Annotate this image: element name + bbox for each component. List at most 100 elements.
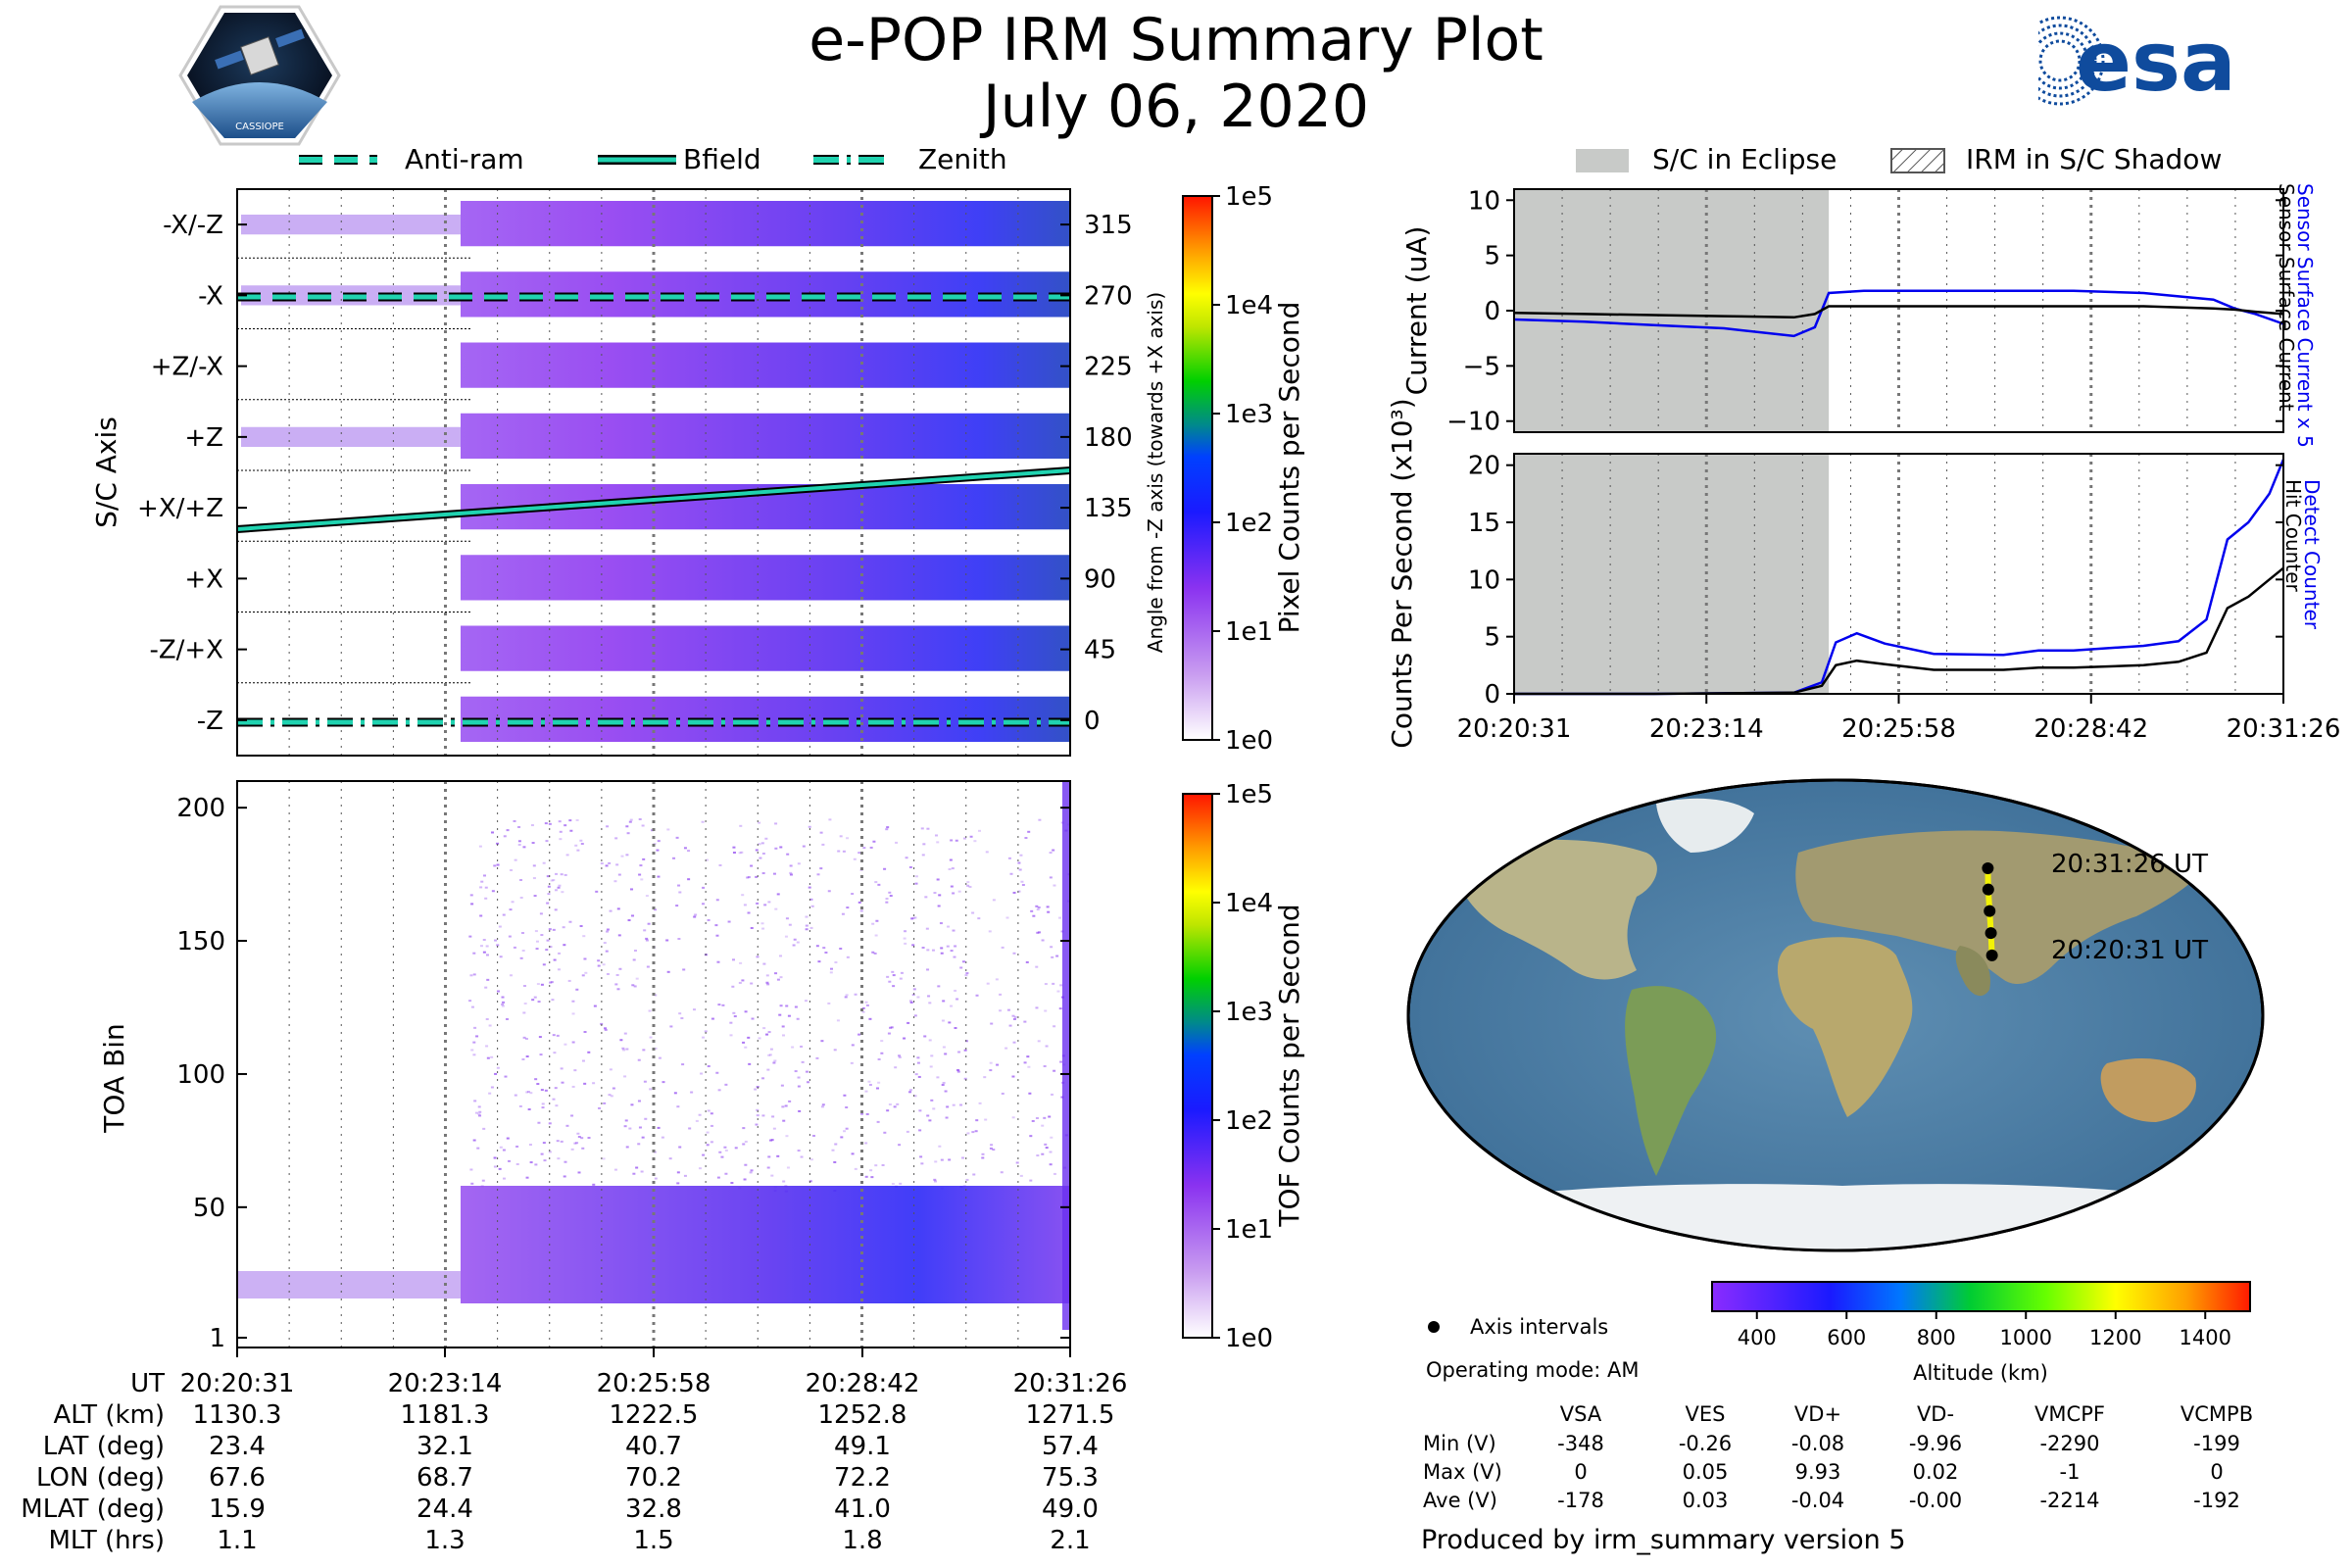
plot-title: e-POP IRM Summary Plot xyxy=(808,6,1544,74)
current-ytick: −5 xyxy=(1463,352,1500,381)
ephemeris-table: UT 20:20:31 20:23:14 20:25:58 20:28:42 20:31:… xyxy=(21,1348,1127,1555)
counts-ytick: 10 xyxy=(1468,565,1500,595)
orbit-end-label: 20:31:26 UT xyxy=(2051,850,2208,879)
ephemeris-cell: 20:28:42 xyxy=(806,1369,920,1398)
tof-colorbar-tick: 1e2 xyxy=(1225,1106,1273,1136)
orbit-track xyxy=(1982,861,1998,961)
toa-ytick: 150 xyxy=(176,927,225,956)
pixel-colorbar: 1e0 1e1 1e2 1e3 1e4 1e5 Pixel Counts per Seco… xyxy=(1182,182,1305,756)
ephemeris-row-label: MLT (hrs) xyxy=(49,1526,166,1555)
pixel-colorbar-tick: 1e1 xyxy=(1225,617,1273,647)
counts-ytick: 15 xyxy=(1468,509,1500,538)
toa-dense-band xyxy=(461,1186,1070,1303)
voltage-row-label: Ave (V) xyxy=(1423,1489,1497,1512)
altitude-tick: 400 xyxy=(1738,1326,1777,1349)
ephemeris-cell: 32.1 xyxy=(416,1432,473,1461)
voltage-header: VES xyxy=(1686,1402,1726,1426)
counts-eclipse-shading xyxy=(1514,454,1830,694)
voltage-cell: -2290 xyxy=(2039,1432,2099,1455)
produced-by: Produced by irm_summary version 5 xyxy=(1421,1525,1906,1555)
time-tick: 20:28:42 xyxy=(2034,714,2148,744)
ephemeris-cell: 68.7 xyxy=(416,1463,473,1493)
spectrogram-axis-label: +X xyxy=(184,564,223,594)
spectrogram-angle-tick: 0 xyxy=(1084,707,1101,736)
altitude-tick: 600 xyxy=(1827,1326,1866,1349)
spectrogram-angle-tick: 270 xyxy=(1084,281,1133,311)
current-ytick: 10 xyxy=(1468,186,1500,216)
ephemeris-cell: 40.7 xyxy=(625,1432,682,1461)
ephemeris-cell: 49.1 xyxy=(834,1432,891,1461)
voltage-cell: 0 xyxy=(1574,1460,1587,1484)
voltage-cell: 9.93 xyxy=(1795,1460,1841,1484)
spectrogram-band xyxy=(461,555,1070,601)
ephemeris-cell: 49.0 xyxy=(1042,1494,1099,1524)
spectrogram-band xyxy=(461,413,1070,459)
toa-ytick: 1 xyxy=(209,1324,225,1353)
ephemeris-cell: 20:23:14 xyxy=(388,1369,503,1398)
legend-eclipse-label: S/C in Eclipse xyxy=(1652,143,1837,175)
voltage-cell: -0.26 xyxy=(1679,1432,1732,1455)
altitude-tick: 1000 xyxy=(2000,1326,2052,1349)
legend-anti-ram-label: Anti-ram xyxy=(405,143,524,175)
spectrogram-angle-tick: 90 xyxy=(1084,564,1116,594)
operating-mode: Operating mode: AM xyxy=(1426,1358,1639,1382)
ephemeris-row-label: ALT (km) xyxy=(53,1400,165,1430)
toa-ytick: 200 xyxy=(176,794,225,823)
spectrogram-angle-tick: 180 xyxy=(1084,423,1133,453)
detect-counter-series xyxy=(1514,459,2285,696)
tof-colorbar-label: TOF Counts per Second xyxy=(1273,904,1305,1227)
orbit-point xyxy=(1984,927,1997,940)
voltage-header: VMCPF xyxy=(2034,1402,2105,1426)
pixel-colorbar-tick: 1e5 xyxy=(1225,182,1273,212)
voltage-cell: -9.96 xyxy=(1909,1432,1962,1455)
ephemeris-cell: 32.8 xyxy=(625,1494,682,1524)
ephemeris-cell: 24.4 xyxy=(416,1494,473,1524)
ephemeris-cell: 75.3 xyxy=(1042,1463,1099,1493)
legend-eclipse-swatch xyxy=(1576,149,1629,172)
ephemeris-cell: 1271.5 xyxy=(1026,1400,1115,1430)
orbit-start-label: 20:20:31 UT xyxy=(2051,936,2208,965)
ephemeris-cell: 67.6 xyxy=(209,1463,266,1493)
spectrogram-axis-label: -Z xyxy=(197,707,223,736)
tof-colorbar-tick: 1e4 xyxy=(1225,889,1273,918)
voltage-cell: -0.04 xyxy=(1791,1489,1844,1512)
current-ylabel: Current (uA) xyxy=(1400,226,1433,396)
pixel-colorbar-tick: 1e3 xyxy=(1225,400,1273,429)
spectrogram-axis-label: -X xyxy=(198,281,223,311)
altitude-label: Altitude (km) xyxy=(1913,1361,2048,1385)
voltage-cell: -2214 xyxy=(2039,1489,2099,1512)
eurasia xyxy=(1795,830,2205,985)
ephemeris-cell: 20:20:31 xyxy=(180,1369,295,1398)
india xyxy=(1955,946,1990,997)
legend-shadow-swatch xyxy=(1890,148,1945,173)
ephemeris-row-label: MLAT (deg) xyxy=(21,1494,165,1524)
spectrogram-panel: -X/-Z 315 -X 270 +Z/-X 225 +Z 180 +X/+Z 135 +X 90 -Z… xyxy=(90,188,1167,757)
ephemeris-row-label: LON (deg) xyxy=(36,1463,165,1493)
tof-colorbar-tick: 1e3 xyxy=(1225,998,1273,1027)
axis-intervals-label: Axis intervals xyxy=(1470,1315,1608,1339)
spectrogram-y2label: Angle from -Z axis (towards +X axis) xyxy=(1144,292,1167,653)
altitude-colorbar: 400 600 800 1000 1200 1400 Altitude (km) xyxy=(1711,1281,2251,1385)
voltage-cell: -178 xyxy=(1557,1489,1604,1512)
time-tick: 20:31:26 xyxy=(2227,714,2341,744)
voltage-cell: -0.00 xyxy=(1909,1489,1962,1512)
spectrogram-angle-tick: 315 xyxy=(1084,211,1133,240)
tof-colorbar: 1e0 1e1 1e2 1e3 1e4 1e5 TOF Counts per Second xyxy=(1182,780,1305,1353)
ephemeris-cell: 20:31:26 xyxy=(1013,1369,1128,1398)
ephemeris-cell: 1.1 xyxy=(217,1526,257,1555)
voltage-cell: -0.08 xyxy=(1791,1432,1844,1455)
ephemeris-cell: 1181.3 xyxy=(401,1400,490,1430)
tof-colorbar-tick: 1e5 xyxy=(1225,780,1273,809)
altitude-tick: 800 xyxy=(1917,1326,1956,1349)
voltage-header: VD+ xyxy=(1794,1402,1841,1426)
voltage-header: VCMPB xyxy=(2180,1402,2253,1426)
counts-ytick: 0 xyxy=(1484,680,1500,710)
voltage-row-label: Min (V) xyxy=(1423,1432,1496,1455)
orbit-point xyxy=(1984,905,1996,917)
eclipse-legend: S/C in Eclipse IRM in S/C Shadow xyxy=(1576,143,2222,175)
ephemeris-row-label: LAT (deg) xyxy=(43,1432,165,1461)
bfield-line xyxy=(236,468,1071,531)
current-eclipse-shading xyxy=(1514,189,1830,432)
legend-bfield-label: Bfield xyxy=(683,143,761,175)
